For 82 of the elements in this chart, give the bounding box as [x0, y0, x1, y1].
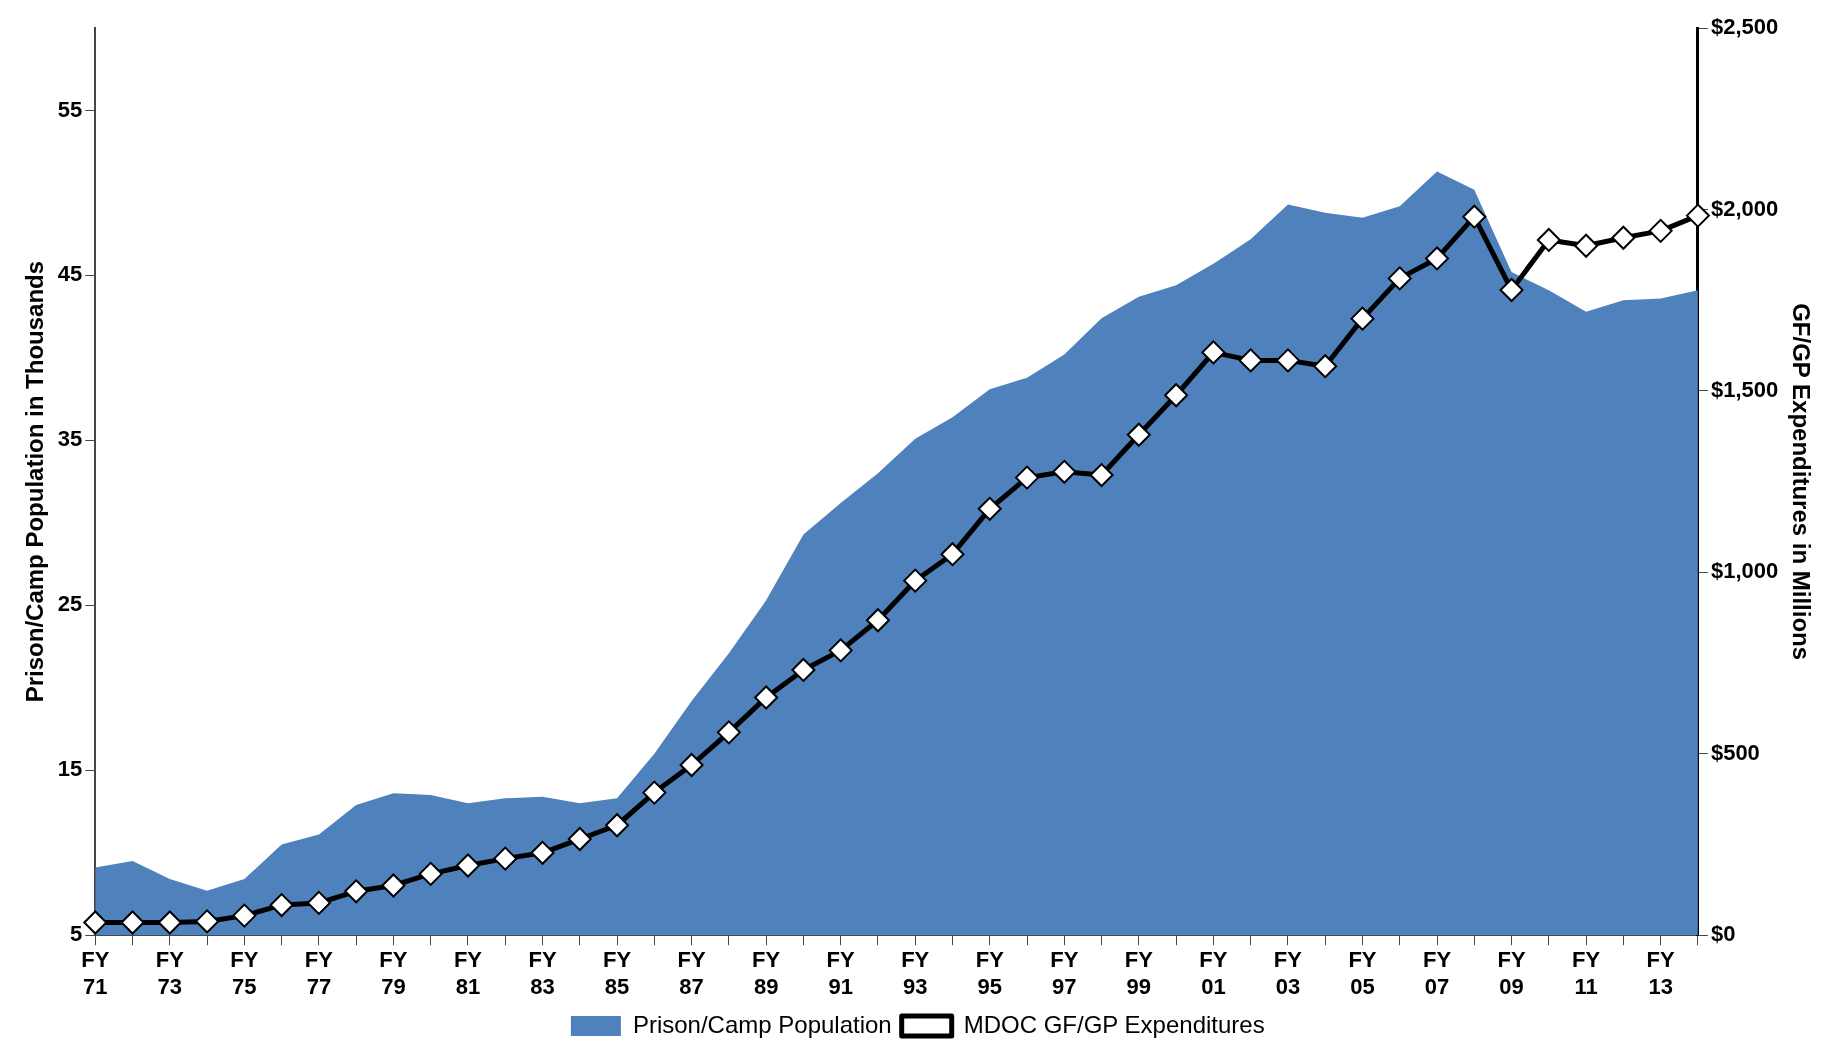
- x-tick-label: FY 91: [826, 947, 856, 999]
- y-tick-label: 55: [57, 96, 83, 122]
- point: [344, 879, 369, 904]
- point: [679, 753, 704, 778]
- x-tick-label: FY 93: [901, 947, 930, 999]
- y-tick-label: 35: [57, 426, 83, 452]
- x-tick-label: FY 79: [379, 947, 408, 999]
- point: [1126, 422, 1151, 447]
- y2-tick-label: $2,500: [1710, 14, 1779, 40]
- point: [1313, 354, 1338, 379]
- point: [1685, 203, 1710, 228]
- legend-label: Prison/Camp Population: [632, 1010, 892, 1038]
- x-tick-label: FY 97: [1050, 947, 1079, 999]
- x-tick-label: FY 81: [453, 947, 483, 999]
- point: [791, 657, 816, 682]
- point: [1536, 227, 1561, 252]
- point: [977, 496, 1002, 521]
- point: [381, 873, 406, 898]
- point: [1499, 278, 1524, 302]
- x-tick-label: FY 85: [603, 947, 632, 999]
- y-axis-title: Prison/Camp Population in Thousands: [21, 260, 49, 703]
- point: [865, 608, 890, 633]
- x-tick-label: FY 09: [1497, 947, 1526, 999]
- point: [1015, 465, 1040, 490]
- point: [269, 893, 294, 918]
- point: [1611, 225, 1636, 250]
- y-tick-label: 5: [70, 921, 83, 947]
- point: [1275, 348, 1300, 373]
- x-tick-label: FY 73: [155, 947, 185, 999]
- point: [1164, 383, 1189, 408]
- x-tick-label: FY 11: [1572, 947, 1601, 999]
- y2-axis-title: GF/GP Expenditures in Millions: [1787, 303, 1815, 661]
- point: [1648, 218, 1673, 243]
- point: [642, 780, 667, 805]
- x-tick-label: FY 95: [975, 947, 1005, 999]
- x-tick-label: FY 07: [1422, 947, 1452, 999]
- point: [157, 910, 182, 935]
- x-tick-label: FY 89: [752, 947, 781, 999]
- x-tick-label: FY 01: [1199, 947, 1228, 999]
- x-tick-label: FY 13: [1646, 947, 1676, 999]
- point: [605, 813, 630, 838]
- point: [1350, 306, 1375, 331]
- legend-label: MDOC GF/GP Expenditures: [963, 1010, 1265, 1038]
- y2-tick-label: $500: [1710, 739, 1760, 765]
- point: [120, 910, 145, 935]
- point: [83, 910, 108, 935]
- x-tick-label: FY 87: [677, 947, 706, 999]
- point: [567, 827, 592, 852]
- point: [418, 861, 443, 886]
- y2-tick-label: $1,500: [1710, 376, 1779, 402]
- y-tick-label: 15: [57, 756, 83, 782]
- point: [1089, 463, 1114, 488]
- point: [754, 685, 779, 710]
- x-tick-label: FY 75: [230, 947, 259, 999]
- point: [1238, 348, 1263, 373]
- y2-tick-label: $2,000: [1710, 195, 1779, 221]
- point: [530, 840, 555, 865]
- point: [232, 903, 257, 928]
- point: [1425, 246, 1450, 271]
- point: [455, 853, 480, 878]
- point: [306, 890, 331, 915]
- point: [940, 542, 965, 567]
- x-tick-label: FY 77: [304, 947, 334, 999]
- x-tick-label: FY 99: [1124, 947, 1154, 999]
- y-tick-label: 25: [57, 591, 83, 617]
- point: [493, 846, 518, 871]
- point: [1052, 459, 1077, 484]
- point: [716, 720, 741, 745]
- point: [1201, 340, 1226, 365]
- point: [1462, 204, 1487, 229]
- x-tick-label: FY 03: [1273, 947, 1303, 999]
- x-tick-label: FY 05: [1348, 947, 1377, 999]
- point: [195, 909, 220, 934]
- point: [828, 638, 853, 663]
- y2-tick-label: $0: [1710, 921, 1736, 947]
- point: [1387, 266, 1412, 291]
- point: [1574, 233, 1599, 258]
- y2-tick-label: $1,000: [1710, 558, 1779, 584]
- x-tick-label: FY 83: [528, 947, 557, 999]
- y-tick-label: 45: [57, 261, 83, 287]
- point: [903, 568, 928, 593]
- x-tick-label: FY 71: [81, 947, 110, 999]
